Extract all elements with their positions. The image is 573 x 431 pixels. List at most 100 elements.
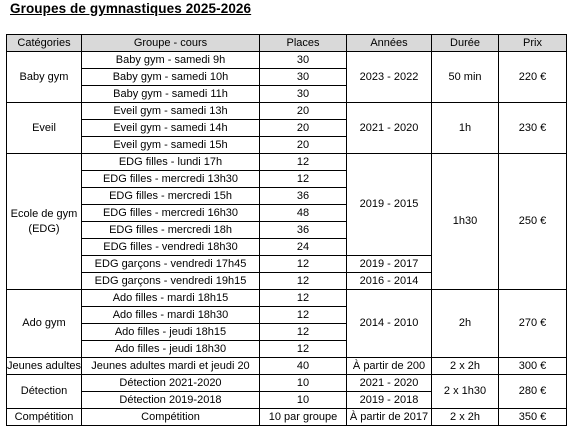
annees-cell: À partir de 200 — [346, 357, 432, 375]
places-cell: 36 — [259, 221, 347, 239]
annees-cell: 2023 - 2022 — [346, 51, 432, 103]
prix-cell: 350 € — [498, 408, 567, 426]
table-row: Ado filles - mardi 18h30 12 — [7, 306, 567, 324]
annees-cell: 2016 - 2014 — [346, 272, 432, 290]
places-cell: 20 — [259, 136, 347, 154]
places-cell: 40 — [259, 357, 347, 375]
table-row: Détection Détection 2021-2020 10 2021 - … — [6, 374, 567, 409]
groupe-cell: EDG garçons - vendredi 17h45 — [81, 255, 260, 273]
places-cell: 30 — [259, 68, 347, 86]
annees-cell: 2014 - 2010 — [346, 289, 432, 358]
annees-cell: 2019 - 2018 — [346, 391, 432, 409]
groupe-cell: Ado filles - jeudi 18h30 — [81, 340, 260, 358]
groupe-cell: Ado filles - jeudi 18h15 — [81, 323, 260, 341]
table-header-row: Catégories Groupe - cours Places Années … — [6, 34, 567, 52]
duree-cell: 1h30 — [431, 153, 499, 290]
table-row: EDG filles - mercredi 13h30 12 — [7, 170, 567, 188]
category-label: (EDG) — [28, 222, 60, 235]
table-row: EDG garçons - vendredi 19h15 12 2016 - 2… — [7, 272, 567, 290]
places-cell: 48 — [259, 204, 347, 222]
prix-cell: 250 € — [498, 153, 567, 290]
places-cell: 10 — [259, 374, 347, 392]
annees-cell: 2021 - 2020 — [346, 374, 432, 392]
places-cell: 12 — [259, 170, 347, 188]
table-row: Eveil gym - samedi 14h 20 — [7, 119, 567, 137]
table-row: EDG filles - mercredi 16h30 48 — [7, 204, 567, 222]
places-cell: 10 — [259, 391, 347, 409]
prix-cell: 270 € — [498, 289, 567, 358]
groupe-cell: Eveil gym - samedi 14h — [81, 119, 260, 137]
places-cell: 36 — [259, 187, 347, 205]
category-cell: Détection — [6, 374, 82, 409]
groupe-cell: Baby gym - samedi 9h — [81, 51, 260, 69]
prix-cell: 220 € — [498, 51, 567, 103]
groupe-cell: EDG filles - mercredi 15h — [81, 187, 260, 205]
annees-cell: 2021 - 2020 — [346, 102, 432, 154]
places-cell: 30 — [259, 85, 347, 103]
places-cell: 24 — [259, 238, 347, 256]
places-cell: 12 — [259, 289, 347, 307]
table-row: Ado gym Ado filles - mardi 18h15 12 2014… — [6, 289, 567, 358]
prix-cell: 230 € — [498, 102, 567, 154]
category-cell: Ecole de gym (EDG) — [6, 153, 82, 290]
places-cell: 12 — [259, 255, 347, 273]
table-row: Baby gym Baby gym - samedi 9h 30 2023 - … — [6, 51, 567, 103]
duree-cell: 2 x 2h — [431, 408, 499, 426]
groupe-cell: Jeunes adultes mardi et jeudi 20 — [81, 357, 260, 375]
groupe-cell: EDG filles - lundi 17h — [81, 153, 260, 171]
table-row: Jeunes adultes Jeunes adultes mardi et j… — [6, 357, 567, 375]
groupe-cell: Eveil gym - samedi 15h — [81, 136, 260, 154]
category-cell: Eveil — [6, 102, 82, 154]
groupe-cell: EDG filles - mercredi 13h30 — [81, 170, 260, 188]
header-categories: Catégories — [6, 34, 82, 52]
places-cell: 12 — [259, 340, 347, 358]
duree-cell: 1h — [431, 102, 499, 154]
groupe-cell: EDG filles - mercredi 16h30 — [81, 204, 260, 222]
category-label: Ecole de gym — [10, 207, 78, 220]
groupe-cell: Baby gym - samedi 11h — [81, 85, 260, 103]
header-groupe-cours: Groupe - cours — [81, 34, 260, 52]
prix-cell: 280 € — [498, 374, 567, 409]
groupe-cell: Eveil gym - samedi 13h — [81, 102, 260, 120]
places-cell: 20 — [259, 119, 347, 137]
table-row: EDG garçons - vendredi 17h45 12 2019 - 2… — [7, 255, 567, 273]
duree-cell: 2h — [431, 289, 499, 358]
groupe-cell: EDG filles - mercredi 18h — [81, 221, 260, 239]
groupe-cell: Ado filles - mardi 18h30 — [81, 306, 260, 324]
groupe-cell: EDG filles - vendredi 18h30 — [81, 238, 260, 256]
table-row: EDG filles - mercredi 18h 36 — [7, 221, 567, 239]
places-cell: 20 — [259, 102, 347, 120]
groups-table: Catégories Groupe - cours Places Années … — [6, 34, 567, 426]
annees-cell: 2019 - 2017 — [346, 255, 432, 273]
header-places: Places — [259, 34, 347, 52]
annees-cell: 2019 - 2015 — [346, 153, 432, 256]
groupe-cell: Compétition — [81, 408, 260, 426]
groupe-cell: Détection 2021-2020 — [81, 374, 260, 392]
groupe-cell: Détection 2019-2018 — [81, 391, 260, 409]
places-cell: 12 — [259, 153, 347, 171]
category-cell: Compétition — [6, 408, 82, 426]
category-cell: Ado gym — [6, 289, 82, 358]
prix-cell: 300 € — [498, 357, 567, 375]
header-annees: Années — [346, 34, 432, 52]
groupe-cell: Ado filles - mardi 18h15 — [81, 289, 260, 307]
duree-cell: 50 min — [431, 51, 499, 103]
table-row: Compétition Compétition 10 par groupe À … — [6, 408, 567, 426]
category-cell: Baby gym — [6, 51, 82, 103]
table-row: Ecole de gym (EDG) EDG filles - lundi 17h… — [6, 153, 567, 290]
places-cell: 12 — [259, 306, 347, 324]
places-cell: 30 — [259, 51, 347, 69]
places-cell: 10 par groupe — [259, 408, 347, 426]
places-cell: 12 — [259, 272, 347, 290]
header-prix: Prix — [498, 34, 567, 52]
groupe-cell: Baby gym - samedi 10h — [81, 68, 260, 86]
groupe-cell: EDG garçons - vendredi 19h15 — [81, 272, 260, 290]
places-cell: 12 — [259, 323, 347, 341]
header-duree: Durée — [431, 34, 499, 52]
category-cell: Jeunes adultes — [6, 357, 82, 375]
table-row: EDG filles - vendredi 18h30 24 — [7, 238, 567, 256]
page-title: Groupes de gymnastiques 2025-2026 — [10, 1, 252, 16]
duree-cell: 2 x 2h — [431, 357, 499, 375]
table-row: Eveil Eveil gym - samedi 13h 20 2021 - 2… — [6, 102, 567, 154]
annees-cell: À partir de 2017 — [346, 408, 432, 426]
